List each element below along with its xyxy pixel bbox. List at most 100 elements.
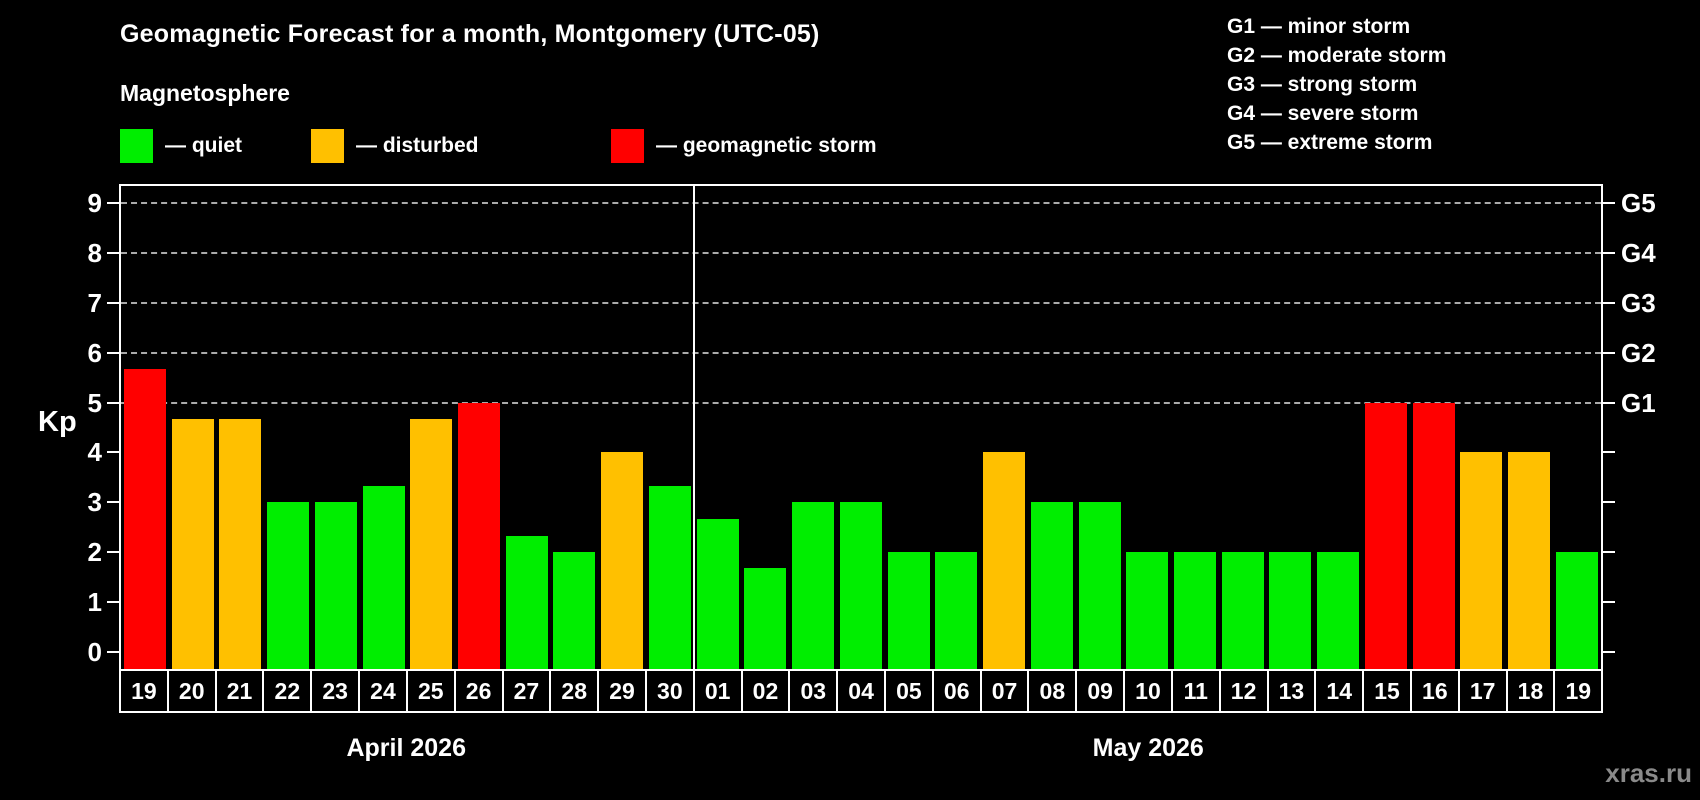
day-label-02: 02 — [740, 669, 791, 713]
day-label-22: 22 — [262, 669, 313, 713]
bar-slot-07 — [980, 186, 1028, 669]
kp-bar-08-quiet — [1030, 502, 1073, 669]
g-axis-label-g4: G4 — [1621, 238, 1656, 269]
kp-bar-09-quiet — [1078, 502, 1121, 669]
kp-bar-17-disturbed — [1460, 452, 1503, 669]
g-legend-line-3: G3 — strong storm — [1227, 73, 1418, 96]
month-labels: April 2026 May 2026 — [119, 734, 1603, 763]
day-label-30: 30 — [644, 669, 695, 713]
kp-bar-15-storm — [1364, 402, 1407, 669]
bar-slot-21 — [216, 186, 264, 669]
right-tick-2 — [1603, 550, 1615, 553]
y-tick-label-1: 1 — [87, 586, 102, 617]
status-legend: — quiet — disturbed — geomagnetic storm — [0, 127, 1100, 165]
bar-slot-09 — [1076, 186, 1124, 669]
kp-bar-27-quiet — [505, 535, 548, 669]
day-label-07: 07 — [979, 669, 1030, 713]
quiet-color-swatch — [120, 129, 153, 163]
day-label-29: 29 — [597, 669, 647, 713]
left-tick-9 — [107, 202, 119, 205]
kp-bar-28-quiet — [553, 552, 596, 669]
bar-slot-01 — [694, 186, 742, 669]
bar-slot-03 — [789, 186, 837, 669]
day-label-16: 16 — [1409, 669, 1460, 713]
day-label-08: 08 — [1027, 669, 1078, 713]
kp-bar-16-storm — [1412, 402, 1455, 669]
bar-slot-29 — [598, 186, 646, 669]
g-axis-label-g5: G5 — [1621, 188, 1656, 219]
day-label-04: 04 — [836, 669, 886, 713]
month-divider-line — [692, 186, 695, 669]
bar-slot-02 — [742, 186, 790, 669]
kp-bar-23-quiet — [314, 502, 357, 669]
right-tick-8 — [1603, 252, 1615, 255]
day-label-28: 28 — [549, 669, 600, 713]
g-scale-legend: G1 — minor storm G2 — moderate storm G3 — … — [1227, 12, 1446, 157]
right-tick-0 — [1603, 650, 1615, 653]
bar-slot-28 — [551, 186, 599, 669]
bars-layer — [121, 186, 1601, 669]
kp-bar-19-storm — [123, 369, 166, 669]
right-tick-5 — [1603, 401, 1615, 404]
right-tick-9 — [1603, 202, 1615, 205]
day-label-03: 03 — [788, 669, 839, 713]
bar-slot-16 — [1410, 186, 1458, 669]
chart-title: Geomagnetic Forecast for a month, Montgo… — [120, 20, 820, 48]
watermark: xras.ru — [1605, 758, 1692, 788]
month-label-april: April 2026 — [346, 734, 466, 762]
g-legend-line-5: G5 — extreme storm — [1227, 131, 1433, 154]
kp-bar-26-storm — [458, 402, 500, 669]
day-label-17: 17 — [1457, 669, 1508, 713]
right-tick-3 — [1603, 501, 1615, 504]
kp-bar-06-quiet — [935, 552, 978, 669]
y-tick-label-6: 6 — [87, 337, 102, 368]
day-label-12: 12 — [1218, 669, 1269, 713]
bar-slot-05 — [885, 186, 933, 669]
kp-bar-02-quiet — [744, 568, 787, 669]
month-label-may: May 2026 — [1092, 734, 1204, 762]
bar-slot-20 — [169, 186, 217, 669]
day-label-26: 26 — [453, 669, 504, 713]
bar-slot-04 — [837, 186, 885, 669]
y-tick-label-5: 5 — [87, 387, 102, 418]
gridline-kp9 — [121, 202, 1601, 205]
y-tick-label-9: 9 — [87, 188, 102, 219]
day-label-23: 23 — [310, 669, 361, 713]
g-legend-line-2: G2 — moderate storm — [1227, 44, 1447, 67]
g-axis-label-g3: G3 — [1621, 288, 1656, 318]
kp-bar-13-quiet — [1269, 552, 1312, 669]
kp-bar-01-quiet — [696, 518, 739, 669]
day-label-20: 20 — [166, 669, 217, 713]
bar-slot-13 — [1267, 186, 1315, 669]
bar-slot-24 — [360, 186, 408, 669]
y-tick-label-3: 3 — [87, 487, 102, 518]
day-label-19: 19 — [119, 669, 169, 713]
bar-slot-30 — [646, 186, 694, 669]
legend-item-disturbed: — disturbed — [311, 127, 479, 165]
kp-bar-21-disturbed — [219, 419, 262, 669]
day-label-09: 09 — [1075, 669, 1126, 713]
kp-bar-19-quiet — [1555, 552, 1598, 669]
bar-slot-26 — [455, 186, 503, 669]
left-tick-5 — [107, 401, 119, 404]
kp-bar-07-disturbed — [983, 452, 1026, 669]
bar-slot-27 — [503, 186, 551, 669]
bar-slot-06 — [932, 186, 980, 669]
day-label-10: 10 — [1123, 669, 1173, 713]
gridline-kp6 — [121, 351, 1601, 354]
day-label-27: 27 — [501, 669, 552, 713]
g-axis-label-g2: G2 — [1621, 337, 1656, 368]
gridline-kp5 — [121, 401, 1601, 404]
kp-bar-24-quiet — [362, 485, 405, 669]
bar-slot-23 — [312, 186, 360, 669]
kp-bar-30-quiet — [648, 485, 691, 669]
day-label-13: 13 — [1266, 669, 1317, 713]
bar-slot-10 — [1123, 186, 1171, 669]
day-label-24: 24 — [358, 669, 408, 713]
kp-bar-18-disturbed — [1508, 452, 1551, 669]
left-tick-6 — [107, 351, 119, 354]
bar-slot-17 — [1458, 186, 1506, 669]
kp-bar-11-quiet — [1174, 552, 1217, 669]
bar-slot-11 — [1171, 186, 1219, 669]
bar-slot-19 — [1553, 186, 1601, 669]
